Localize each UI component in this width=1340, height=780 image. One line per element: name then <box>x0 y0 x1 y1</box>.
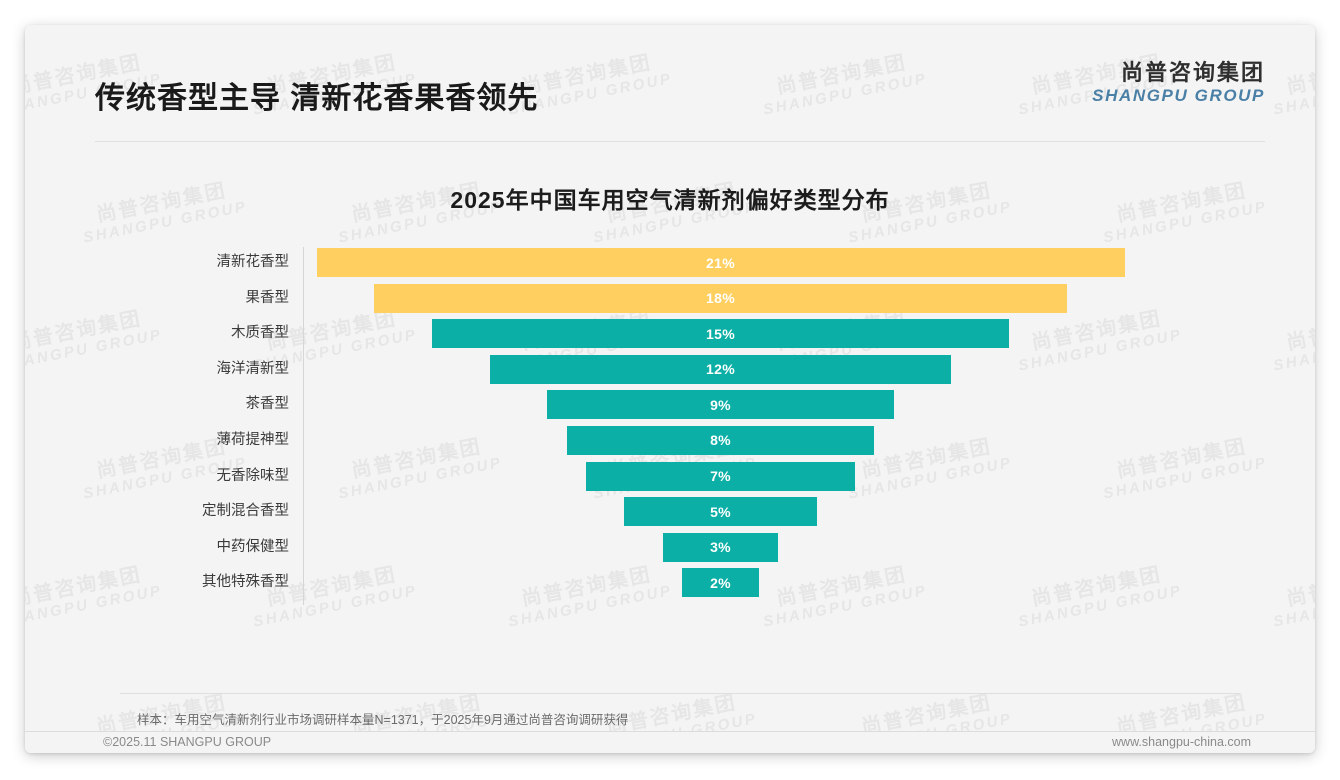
page-title: 传统香型主导 清新花香果香领先 <box>95 82 539 115</box>
bar-value-label: 8% <box>710 432 731 449</box>
bar-category-label: 薄荷提神型 <box>216 431 290 448</box>
slide-canvas: 尚普咨询集团 SHANGPU GROUP 尚普咨询集团 SHANGPU GROUP 尚普… <box>25 25 1315 753</box>
chart-container: 2025年中国车用空气清新剂偏好类型分布 清新花香型 21% 果香型 18% 木质香型 1… <box>25 155 1315 665</box>
bar-segment[interactable]: 8% <box>566 425 875 455</box>
bar-segment[interactable]: 9% <box>547 390 894 420</box>
website-link[interactable]: www.shangpu-china.com <box>1112 735 1251 749</box>
bar-segment[interactable]: 15% <box>431 319 1010 349</box>
bar-row: 定制混合香型 5% <box>25 494 1315 529</box>
bar-row: 茶香型 9% <box>25 387 1315 422</box>
bar-category-label: 中药保健型 <box>216 538 290 555</box>
bar-segment[interactable]: 5% <box>624 497 817 527</box>
bar-category-label: 木质香型 <box>231 325 289 342</box>
bar-category-label: 茶香型 <box>245 396 290 413</box>
chart-plot-area: 清新花香型 21% 果香型 18% 木质香型 15% 海洋清新型 12% 茶香型 9% 薄荷提神型 8… <box>25 245 1315 615</box>
bar-value-label: 21% <box>706 254 735 271</box>
bar-value-label: 5% <box>710 503 731 520</box>
bar-segment[interactable]: 2% <box>682 568 759 598</box>
bar-value-label: 3% <box>710 539 731 556</box>
bar-segment[interactable]: 3% <box>662 532 779 562</box>
header-divider <box>95 141 1265 142</box>
slide-footer: ©2025.11 SHANGPU GROUP www.shangpu-china… <box>25 732 1315 753</box>
bar-track: 3% <box>305 530 1280 565</box>
brand-name-cn: 尚普咨询集团 <box>1120 60 1265 85</box>
note-divider <box>120 693 1240 694</box>
bar-category-label: 海洋清新型 <box>216 360 290 377</box>
bar-track: 8% <box>305 423 1280 458</box>
brand-name-en: SHANGPU GROUP <box>1092 85 1265 105</box>
bar-row: 清新花香型 21% <box>25 245 1315 280</box>
bar-track: 2% <box>305 565 1280 600</box>
bar-segment[interactable]: 21% <box>316 248 1125 277</box>
footer-divider <box>25 731 1315 732</box>
bar-track: 21% <box>305 245 1280 280</box>
bar-row: 果香型 18% <box>25 281 1315 316</box>
bar-track: 5% <box>305 494 1280 529</box>
slide-header: 传统香型主导 清新花香果香领先 尚普咨询集团 SHANGPU GROUP <box>25 25 1315 119</box>
category-axis-line <box>303 247 304 605</box>
bar-value-label: 7% <box>710 468 731 485</box>
bar-track: 9% <box>305 387 1280 422</box>
bar-row: 海洋清新型 12% <box>25 352 1315 387</box>
bar-row: 无香除味型 7% <box>25 459 1315 494</box>
bar-value-label: 15% <box>706 325 735 342</box>
bar-category-label: 清新花香型 <box>216 254 290 270</box>
bar-row: 其他特殊香型 2% <box>25 565 1315 600</box>
bar-category-label: 无香除味型 <box>216 467 290 484</box>
bar-segment[interactable]: 18% <box>374 283 1067 313</box>
bar-value-label: 18% <box>706 290 735 307</box>
copyright-text: ©2025.11 SHANGPU GROUP <box>103 735 272 749</box>
bar-track: 7% <box>305 459 1280 494</box>
bar-segment[interactable]: 12% <box>489 354 952 384</box>
bar-category-label: 定制混合香型 <box>202 503 289 520</box>
bar-track: 18% <box>305 281 1280 316</box>
bar-segment[interactable]: 7% <box>585 461 856 491</box>
brand-logo: 尚普咨询集团 SHANGPU GROUP <box>1092 60 1265 105</box>
bar-row: 中药保健型 3% <box>25 530 1315 565</box>
sample-note: 样本：车用空气清新剂行业市场调研样本量N=1371，于2025年9月通过尚普咨询… <box>137 713 629 727</box>
bar-series: 清新花香型 21% 果香型 18% 木质香型 15% 海洋清新型 12% 茶香型 9% 薄荷提神型 8… <box>25 245 1315 600</box>
bar-row: 木质香型 15% <box>25 316 1315 351</box>
bar-category-label: 果香型 <box>245 289 290 306</box>
bar-track: 15% <box>305 316 1280 351</box>
bar-value-label: 2% <box>710 574 731 591</box>
bar-row: 薄荷提神型 8% <box>25 423 1315 458</box>
bar-track: 12% <box>305 352 1280 387</box>
bar-value-label: 9% <box>710 396 731 413</box>
chart-title: 2025年中国车用空气清新剂偏好类型分布 <box>450 187 890 213</box>
bar-value-label: 12% <box>706 361 735 378</box>
bar-category-label: 其他特殊香型 <box>202 574 289 591</box>
